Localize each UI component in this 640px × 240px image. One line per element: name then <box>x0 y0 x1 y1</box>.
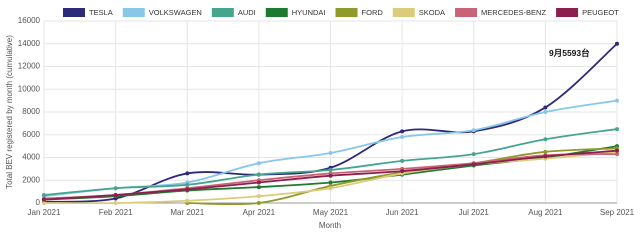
data-point <box>615 127 619 132</box>
data-point <box>256 180 261 185</box>
data-point <box>328 173 333 178</box>
data-point <box>471 128 476 133</box>
legend-label: SKODA <box>419 8 445 17</box>
legend-swatch <box>556 8 579 17</box>
data-point <box>256 161 261 166</box>
x-tick-label: Apr 2021 <box>243 208 276 217</box>
legend-swatch <box>335 8 358 17</box>
x-tick-label: Mar 2021 <box>170 208 204 217</box>
legend-label: TESLA <box>89 8 113 17</box>
data-point <box>185 171 190 176</box>
legend-label: MERCEDES-BENZ <box>481 8 546 17</box>
data-point <box>256 194 261 199</box>
legend-label: VOLKSWAGEN <box>149 8 202 17</box>
data-point <box>113 201 118 205</box>
x-tick-label: Jul 2021 <box>459 208 490 217</box>
data-point <box>543 149 548 154</box>
legend-label: AUDI <box>238 8 256 17</box>
data-point <box>615 152 619 157</box>
x-tick-label: Jun 2021 <box>386 208 419 217</box>
data-point <box>42 197 46 202</box>
y-tick-label: 12000 <box>18 62 41 71</box>
y-tick-label: 14000 <box>18 39 41 48</box>
data-point <box>400 129 405 134</box>
data-point <box>543 154 548 159</box>
data-point <box>543 105 548 110</box>
data-point <box>471 162 476 167</box>
data-point <box>185 187 190 192</box>
data-point <box>113 193 118 198</box>
legend-swatch <box>122 8 145 17</box>
y-axis-label: Total BEV registered by month (cumulativ… <box>5 35 14 189</box>
legend-swatch <box>265 8 288 17</box>
data-point <box>471 152 476 157</box>
y-tick-label: 16000 <box>18 16 41 25</box>
legend-label: PEUGEOT <box>582 8 619 17</box>
y-tick-label: 6000 <box>22 130 40 139</box>
data-point <box>543 110 548 114</box>
x-axis-label: Month <box>319 221 341 230</box>
data-point <box>400 158 405 163</box>
legend-swatch <box>63 8 85 17</box>
x-tick-label: Aug 2021 <box>528 208 563 217</box>
data-point <box>615 98 619 103</box>
legend-label: FORD <box>362 8 384 17</box>
data-point <box>328 168 333 173</box>
data-point <box>615 41 619 46</box>
y-tick-label: 4000 <box>22 153 40 162</box>
legend-swatch <box>211 8 234 17</box>
x-tick-label: May 2021 <box>313 208 349 217</box>
legend-swatch <box>455 8 478 17</box>
data-point <box>400 169 405 174</box>
data-point <box>42 201 46 205</box>
data-point <box>42 193 46 198</box>
data-point <box>256 172 261 177</box>
data-point <box>328 180 333 185</box>
data-point <box>543 137 548 142</box>
data-point <box>113 186 118 191</box>
y-tick-label: 0 <box>36 198 41 207</box>
y-tick-label: 8000 <box>22 107 40 116</box>
data-point <box>328 186 333 191</box>
chart: Total BEV registered by month (cumulativ… <box>5 8 635 230</box>
x-tick-label: Sep 2021 <box>600 208 635 217</box>
data-point <box>400 135 405 140</box>
data-point <box>185 198 190 203</box>
data-point <box>256 201 261 205</box>
data-point <box>256 185 261 190</box>
data-point <box>185 182 190 187</box>
x-tick-label: Jan 2021 <box>28 208 61 217</box>
y-tick-label: 2000 <box>22 175 40 184</box>
data-point <box>615 148 619 153</box>
legend-swatch <box>392 8 415 17</box>
y-tick-label: 10000 <box>18 84 41 93</box>
annotation: 9月5593台 <box>549 48 590 58</box>
data-point <box>328 150 333 155</box>
x-tick-label: Feb 2021 <box>99 208 133 217</box>
legend-label: HYUNDAI <box>292 8 326 17</box>
